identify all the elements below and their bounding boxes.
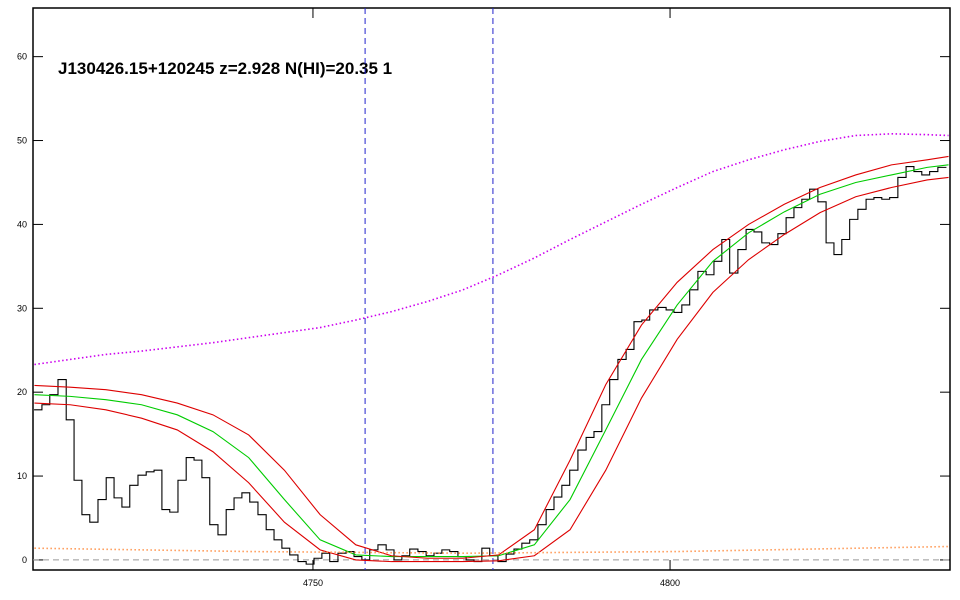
y-tick-label: 10 <box>17 471 27 481</box>
x-tick-label: 4750 <box>303 578 323 588</box>
model-line <box>34 155 949 559</box>
y-tick-label: 0 <box>22 555 27 565</box>
spectrum <box>34 165 947 565</box>
model-line <box>34 176 949 563</box>
y-tick-label: 60 <box>17 52 27 62</box>
model-line <box>34 545 949 555</box>
x-tick-label: 4800 <box>660 578 680 588</box>
y-tick-label: 40 <box>17 219 27 229</box>
model-line <box>34 133 949 366</box>
plot-frame <box>32 7 951 571</box>
y-tick-label: 30 <box>17 303 27 313</box>
chart-title: J130426.15+120245 z=2.928 N(HI)=20.35 1 <box>58 59 392 78</box>
y-tick-label: 50 <box>17 136 27 146</box>
y-tick-label: 20 <box>17 387 27 397</box>
model-line <box>34 164 949 558</box>
